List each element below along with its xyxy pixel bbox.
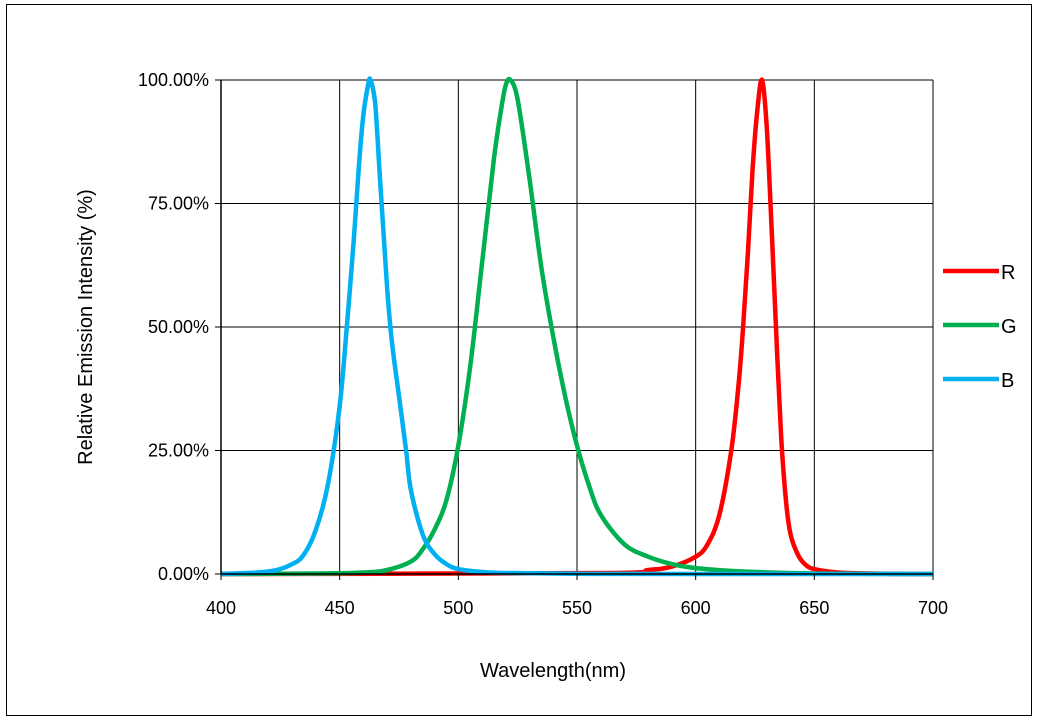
y-tick-label: 0.00% [158,564,209,584]
legend-label-r: R [1001,262,1015,284]
x-tick-label: 450 [325,598,355,618]
x-tick-label: 650 [799,598,829,618]
legend-label-g: G [1001,316,1017,338]
chart-frame [6,4,1032,716]
series-line-b [220,76,933,577]
x-tick-label: 600 [681,598,711,618]
x-tick-label: 500 [443,598,473,618]
y-tick-label: 100.00% [138,70,209,90]
axes: 400 450 500 550 600 650 700 0.00% 25.00% 50.00% 75… [138,70,948,618]
series-layer [220,76,934,577]
y-tick-label: 75.00% [148,194,209,214]
x-tick-label: 700 [918,598,948,618]
series-line-g [220,76,934,577]
legend-label-b: B [1001,370,1014,392]
y-tick-label: 50.00% [148,317,209,337]
x-axis-title: Wavelength(nm) [480,660,626,682]
x-tick-label: 550 [562,598,592,618]
y-tick-label: 25.00% [148,441,209,461]
x-tick-label: 400 [206,598,236,618]
grid [221,79,934,574]
y-axis-title: Relative Emission Intensity (%) [75,189,97,465]
legend: R G B [943,262,1017,392]
